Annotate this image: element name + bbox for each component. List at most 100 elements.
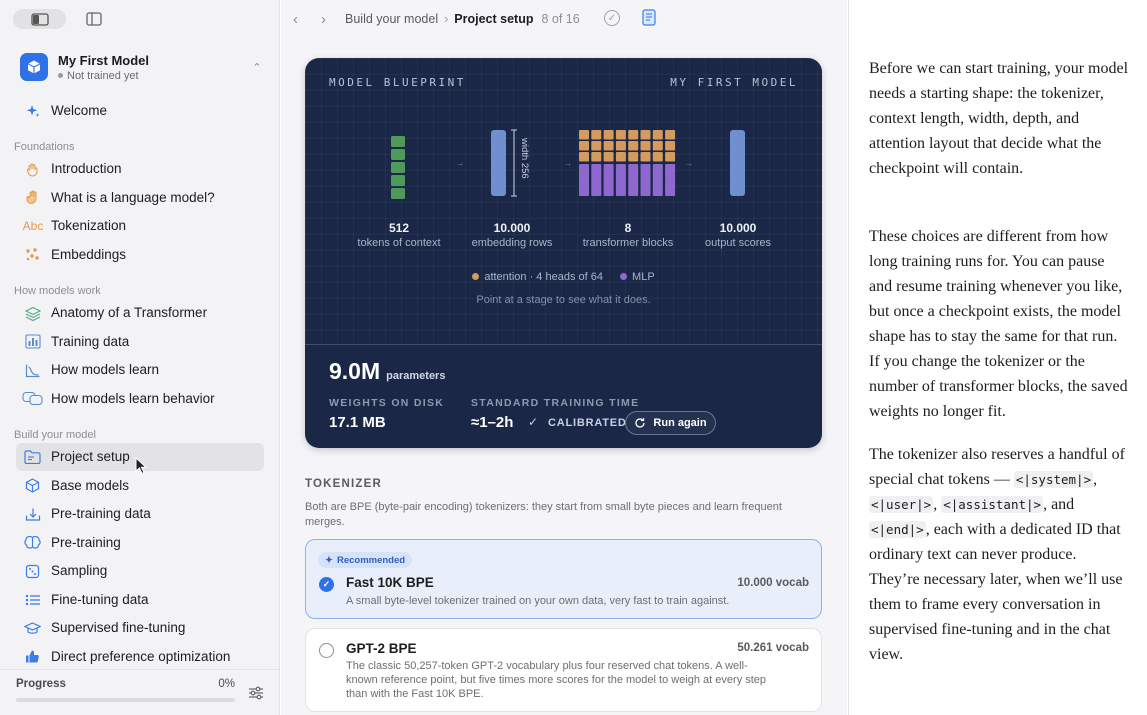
page-counter: 8 of 16 xyxy=(541,12,580,26)
sidebar-item-pretraining-data[interactable]: Pre-training data xyxy=(0,500,279,529)
attention-head-block xyxy=(579,152,589,162)
section-how-models-work: How models work xyxy=(14,284,101,297)
tokenizer-description: Both are BPE (byte-pair encoding) tokeni… xyxy=(305,501,782,528)
tray-download-icon xyxy=(24,507,41,522)
radio-selected[interactable]: ✓ xyxy=(319,577,334,592)
width-label: width 256 xyxy=(519,137,530,179)
sidebar-item-label: Training data xyxy=(51,333,130,349)
attention-head-block xyxy=(615,152,626,162)
mlp-block xyxy=(591,164,602,196)
sidebar-item-label: Direct preference optimization xyxy=(51,648,231,664)
cube-icon xyxy=(24,478,41,493)
attention-head-block xyxy=(579,130,589,140)
stage-embedding[interactable]: 10.000 embedding rows xyxy=(452,221,572,249)
sidebar-mode-toggle[interactable] xyxy=(13,9,66,29)
attention-head-block xyxy=(665,152,676,162)
sparkle-icon: ✦ xyxy=(325,554,333,566)
sidebar-item-welcome[interactable]: Welcome xyxy=(0,96,279,125)
sidebar-item-dpo[interactable]: Direct preference optimization xyxy=(0,642,279,671)
model-selector[interactable]: My First Model Not trained yet ⌃ xyxy=(20,50,265,84)
stage-output[interactable]: 10.000 output scores xyxy=(678,221,798,249)
stage-label: embedding rows xyxy=(471,237,553,249)
run-again-button[interactable]: Run again xyxy=(625,411,716,435)
weights-value: 17.1 MB xyxy=(329,414,386,431)
breadcrumb-current: Project setup xyxy=(454,12,534,26)
sidebar-item-sampling[interactable]: Sampling xyxy=(0,557,279,586)
sidebar-item-introduction[interactable]: Introduction xyxy=(0,155,279,184)
mlp-dot-icon xyxy=(620,273,628,280)
sparkle-icon xyxy=(24,103,41,118)
progress-bar xyxy=(16,698,235,702)
option-vocab: 50.261 vocab xyxy=(737,642,809,654)
back-chevron-icon[interactable]: ‹ xyxy=(293,11,298,28)
folder-setup-icon xyxy=(24,450,41,465)
list-icon xyxy=(24,592,41,607)
mark-complete-check-icon[interactable]: ✓ xyxy=(604,10,620,26)
dice-icon xyxy=(24,564,41,579)
mlp-block xyxy=(615,164,626,196)
blueprint-hint: Point at a stage to see what it does. xyxy=(476,294,651,306)
stage-context[interactable]: 512 tokens of context xyxy=(339,221,459,249)
sidebar-item-training-data[interactable]: Training data xyxy=(0,327,279,356)
attention-head-block xyxy=(615,130,626,140)
brain-icon xyxy=(24,535,41,550)
sidebar-item-sft[interactable]: Supervised fine-tuning xyxy=(0,614,279,643)
context-stage[interactable] xyxy=(391,136,405,199)
sidebar-item-learn-behavior[interactable]: How models learn behavior xyxy=(0,384,279,413)
mlp-block xyxy=(665,164,676,196)
stage-value: 8 xyxy=(624,221,632,235)
tokenizer-option-fast10k[interactable]: ✦ Recommended ✓ Fast 10K BPE 10.000 vocab… xyxy=(305,539,822,619)
attention-head-block xyxy=(640,130,651,140)
sidebar-item-anatomy[interactable]: Anatomy of a Transformer xyxy=(0,299,279,328)
sidebar-item-what-is-lm[interactable]: What is a language model? xyxy=(0,183,279,212)
attention-head-block xyxy=(628,130,639,140)
sidebar: My First Model Not trained yet ⌃ Welcome… xyxy=(0,0,280,715)
output-stage[interactable] xyxy=(730,130,745,196)
thumbs-up-icon xyxy=(24,649,41,664)
sidebar-item-base-models[interactable]: Base models xyxy=(0,471,279,500)
hand-icon xyxy=(24,190,41,205)
badge-label: Recommended xyxy=(336,554,406,566)
sidebar-item-how-models-learn[interactable]: How models learn xyxy=(0,356,279,385)
checkmark-icon: ✓ xyxy=(528,415,539,429)
option-description: The classic 50,257-token GPT-2 vocabular… xyxy=(346,660,767,700)
sidebar-item-embeddings[interactable]: Embeddings xyxy=(0,240,279,269)
token-user: <|user|> xyxy=(869,496,934,513)
breadcrumb-separator-icon: › xyxy=(444,12,449,26)
section-foundations: Foundations xyxy=(14,140,75,153)
toggle-panel-icon[interactable] xyxy=(85,10,103,28)
arrow-3-icon: → xyxy=(685,159,693,168)
sliders-icon[interactable] xyxy=(248,685,264,701)
notes-doc-icon[interactable] xyxy=(642,9,656,26)
attention-head-block xyxy=(652,152,663,162)
card-divider xyxy=(305,344,822,345)
stage-transformer[interactable]: 8 transformer blocks xyxy=(568,221,688,249)
sidebar-item-label: What is a language model? xyxy=(51,189,215,205)
blueprint-grid xyxy=(305,58,822,344)
section-build-your-model: Build your model xyxy=(14,428,96,441)
model-cube-icon xyxy=(20,53,48,81)
calibrated-label: CALIBRATED xyxy=(548,417,627,429)
attention-head-block xyxy=(652,141,663,151)
sidebar-item-pretraining[interactable]: Pre-training xyxy=(0,528,279,557)
embedding-stage[interactable]: width 256 xyxy=(491,129,530,197)
attention-head-block xyxy=(640,152,651,162)
breadcrumb-parent[interactable]: Build your model xyxy=(345,12,439,26)
sidebar-item-finetuning-data[interactable]: Fine-tuning data xyxy=(0,585,279,614)
status-dot xyxy=(58,72,63,78)
chat-bubbles-icon xyxy=(22,391,44,406)
blueprint-model-name: MY FIRST MODEL xyxy=(670,76,798,89)
attention-head-block xyxy=(628,152,639,162)
bar-chart-icon xyxy=(24,334,41,349)
radio-unselected[interactable] xyxy=(319,643,334,658)
sidebar-item-tokenization[interactable]: Abc Tokenization xyxy=(0,212,279,241)
wave-hand-icon xyxy=(24,162,41,177)
transformer-stage[interactable] xyxy=(579,130,676,196)
tokenizer-option-gpt2[interactable]: GPT-2 BPE 50.261 vocab The classic 50,25… xyxy=(305,628,822,712)
forward-chevron-icon[interactable]: › xyxy=(321,11,326,28)
sidebar-item-label: Embeddings xyxy=(51,246,127,262)
mlp-block xyxy=(579,164,589,196)
blueprint-legend: attention · 4 heads of 64 MLP xyxy=(305,271,822,283)
breadcrumb: Build your model › Project setup 8 of 16 xyxy=(345,12,580,26)
mlp-block xyxy=(640,164,651,196)
